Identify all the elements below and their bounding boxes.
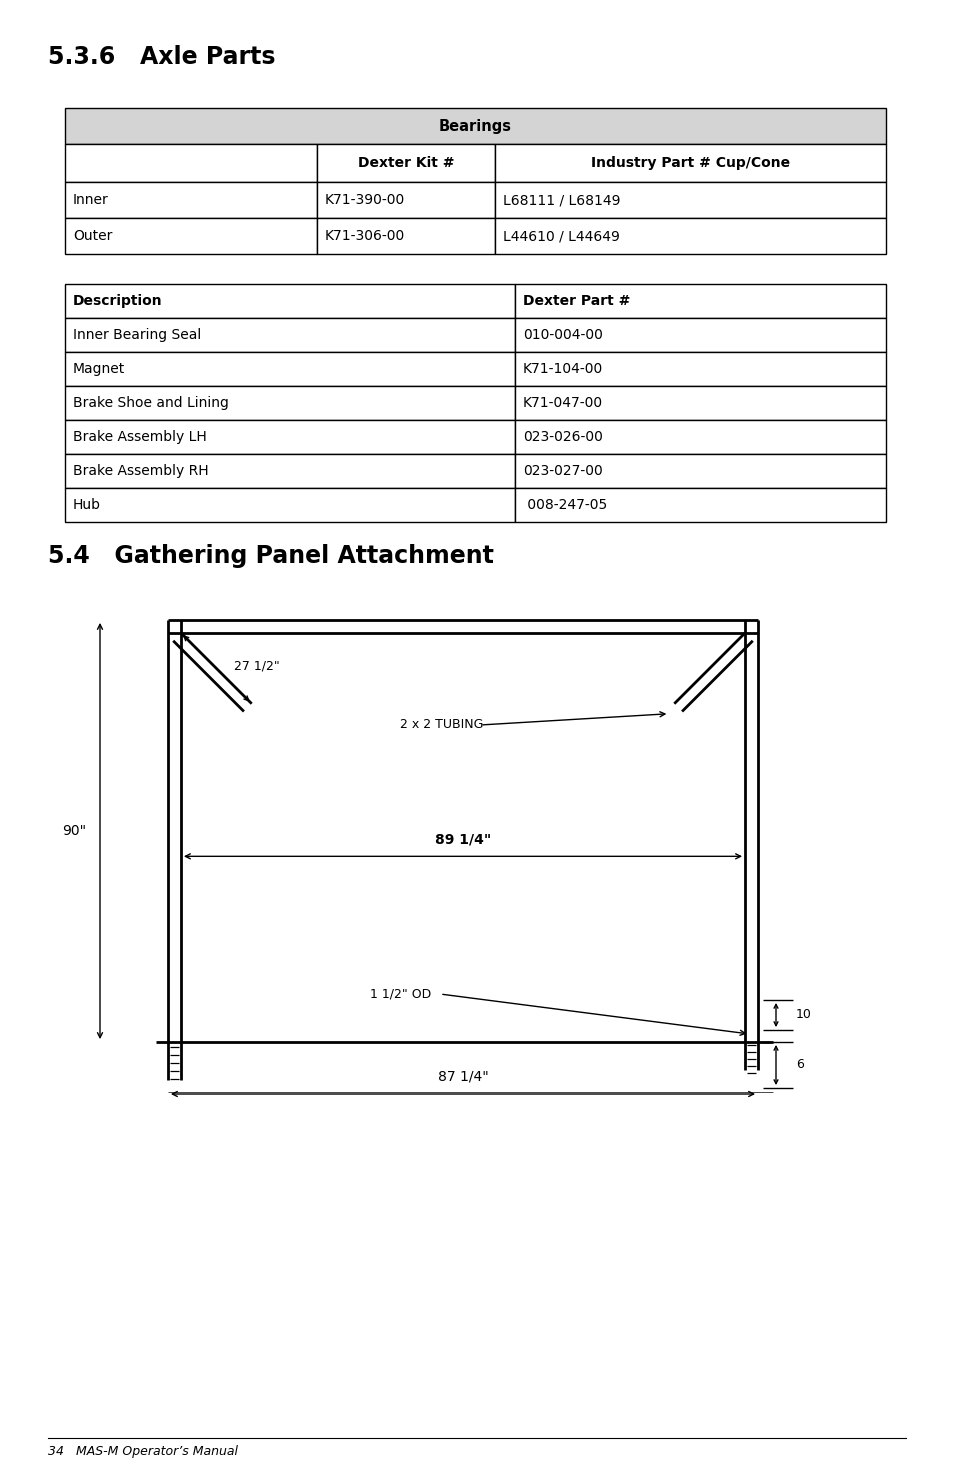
Text: Industry Part # Cup/Cone: Industry Part # Cup/Cone	[590, 156, 789, 170]
Bar	[316, 181, 495, 218]
Text: 1 1/2" OD: 1 1/2" OD	[370, 987, 431, 1000]
Text: Dexter Kit #: Dexter Kit #	[357, 156, 454, 170]
Text: 008-247-05: 008-247-05	[522, 499, 607, 512]
Bar	[65, 488, 515, 522]
Bar	[495, 218, 885, 254]
Bar	[316, 145, 495, 181]
Text: Inner: Inner	[73, 193, 109, 206]
Bar	[515, 285, 885, 319]
Text: 10: 10	[795, 1009, 811, 1022]
Bar	[65, 386, 515, 420]
Bar	[495, 181, 885, 218]
Text: 89 1/4": 89 1/4"	[435, 832, 491, 847]
Text: 023-026-00: 023-026-00	[522, 431, 602, 444]
Text: 010-004-00: 010-004-00	[522, 327, 602, 342]
Bar	[515, 488, 885, 522]
Text: 27 1/2": 27 1/2"	[234, 659, 280, 673]
Bar	[515, 353, 885, 386]
Text: K71-390-00: K71-390-00	[325, 193, 405, 206]
Text: L68111 / L68149: L68111 / L68149	[502, 193, 619, 206]
Bar	[65, 420, 515, 454]
Text: L44610 / L44649: L44610 / L44649	[502, 229, 619, 243]
Bar	[316, 218, 495, 254]
Text: Brake Assembly RH: Brake Assembly RH	[73, 465, 209, 478]
Text: K71-306-00: K71-306-00	[325, 229, 405, 243]
Bar	[495, 145, 885, 181]
Bar	[65, 181, 316, 218]
Text: Bearings: Bearings	[438, 118, 512, 134]
Bar	[65, 454, 515, 488]
Text: Hub: Hub	[73, 499, 101, 512]
Text: 5.3.6   Axle Parts: 5.3.6 Axle Parts	[48, 46, 275, 69]
Bar	[65, 353, 515, 386]
Bar	[515, 454, 885, 488]
Text: Description: Description	[73, 294, 162, 308]
Text: Magnet: Magnet	[73, 361, 125, 376]
Text: Dexter Part #: Dexter Part #	[522, 294, 630, 308]
Bar	[65, 108, 885, 145]
Text: 6: 6	[795, 1059, 803, 1071]
Text: Brake Shoe and Lining: Brake Shoe and Lining	[73, 395, 229, 410]
Text: 87 1/4": 87 1/4"	[437, 1069, 488, 1084]
Bar	[515, 420, 885, 454]
Text: K71-047-00: K71-047-00	[522, 395, 602, 410]
Text: 5.4   Gathering Panel Attachment: 5.4 Gathering Panel Attachment	[48, 544, 494, 568]
Text: Inner Bearing Seal: Inner Bearing Seal	[73, 327, 201, 342]
Bar	[65, 319, 515, 353]
Text: 023-027-00: 023-027-00	[522, 465, 602, 478]
Bar	[65, 218, 316, 254]
Text: 2 x 2 TUBING: 2 x 2 TUBING	[399, 718, 483, 732]
Bar	[515, 386, 885, 420]
Bar	[515, 319, 885, 353]
Text: Outer: Outer	[73, 229, 112, 243]
Bar	[65, 145, 316, 181]
Text: K71-104-00: K71-104-00	[522, 361, 602, 376]
Bar	[65, 285, 515, 319]
Text: 90": 90"	[62, 825, 86, 838]
Text: Brake Assembly LH: Brake Assembly LH	[73, 431, 207, 444]
Text: 34   MAS-M Operator’s Manual: 34 MAS-M Operator’s Manual	[48, 1444, 237, 1457]
